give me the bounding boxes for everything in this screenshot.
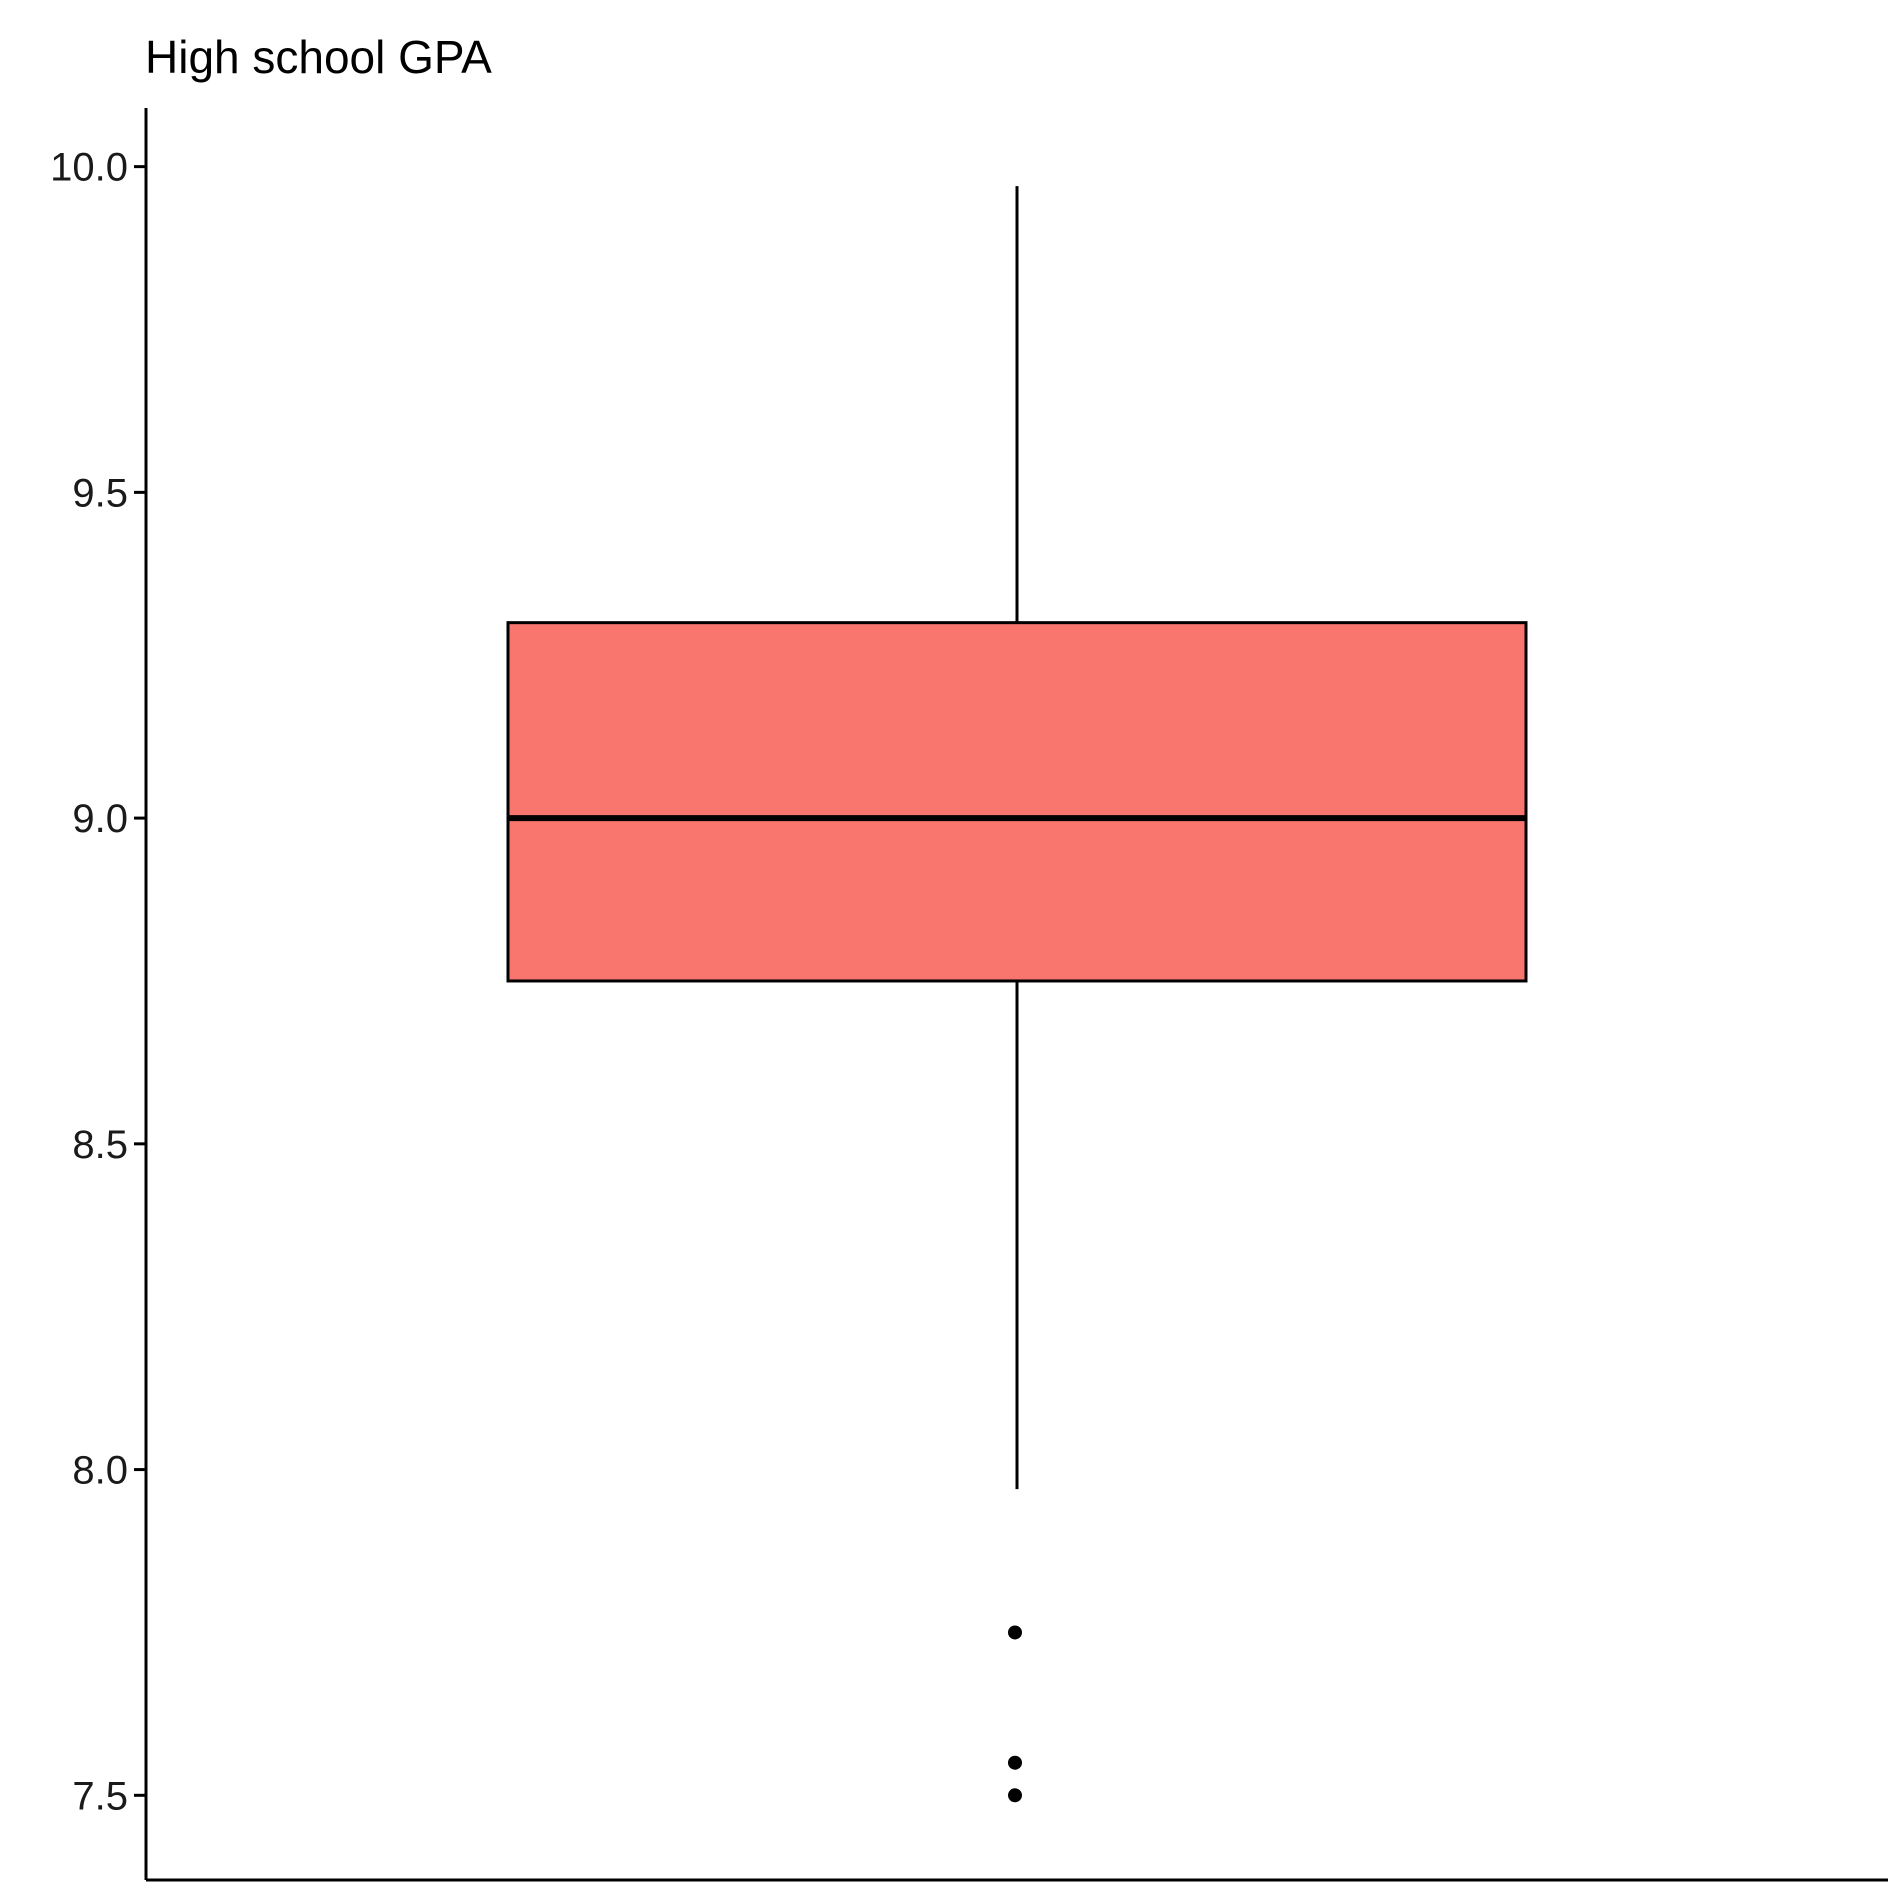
y-tick-label: 8.0 — [72, 1449, 128, 1493]
chart-title: High school GPA — [145, 31, 492, 83]
outlier-point — [1008, 1625, 1022, 1640]
y-tick-label: 8.5 — [72, 1123, 128, 1167]
y-tick-label: 7.5 — [72, 1774, 128, 1818]
iqr-box — [506, 621, 1528, 983]
y-tick-label: 9.0 — [72, 797, 128, 841]
y-tick-label: 10.0 — [50, 146, 128, 190]
box-plot — [506, 186, 1528, 1803]
y-axis: 7.5 8.0 8.5 9.0 9.5 10.0 — [50, 108, 148, 1880]
y-tick-label: 9.5 — [72, 471, 128, 515]
outlier-point — [1008, 1755, 1022, 1770]
outlier-point — [1008, 1788, 1022, 1803]
y-ticks: 7.5 8.0 8.5 9.0 9.5 10.0 — [50, 146, 146, 1818]
